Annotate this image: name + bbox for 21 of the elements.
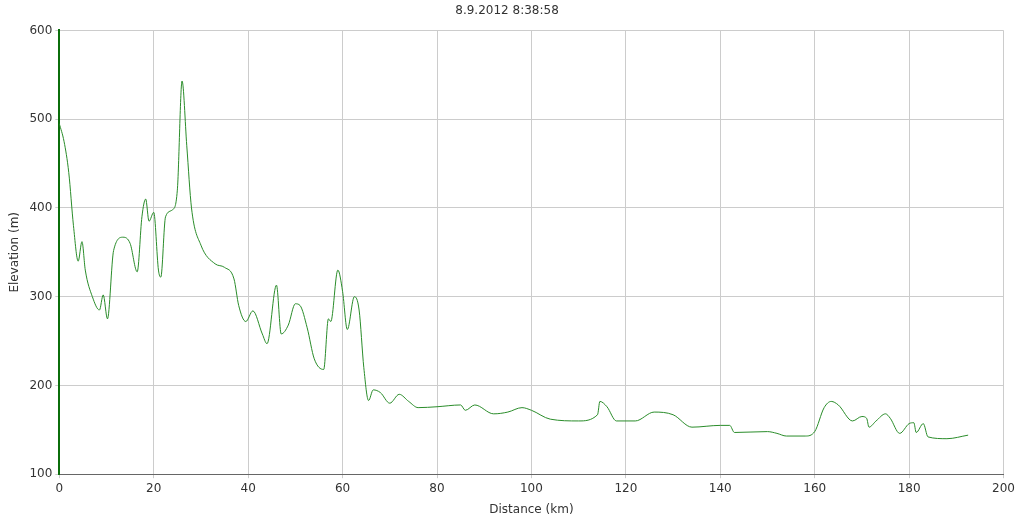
y-tick-label: 300	[29, 288, 53, 303]
x-tick-label: 40	[240, 480, 256, 495]
y-tick-label: 100	[29, 466, 53, 481]
x-tick-label: 60	[334, 480, 351, 495]
y-tick-label: 500	[29, 111, 53, 126]
y-tick-label: 600	[29, 22, 53, 37]
x-tick-label: 160	[803, 480, 827, 495]
y-axis-title: Elevation (m)	[7, 212, 22, 293]
x-tick-label: 180	[897, 480, 921, 495]
x-tick-label: 80	[429, 480, 445, 495]
x-tick-label: 100	[519, 480, 543, 495]
x-tick-label: 120	[614, 480, 638, 495]
x-tick-label: 0	[55, 480, 64, 495]
x-tick-label: 140	[708, 480, 732, 495]
y-tick-label: 400	[29, 200, 53, 215]
line-series	[59, 80, 969, 440]
x-axis-title: Distance (km)	[489, 501, 574, 516]
y-tick-label: 200	[29, 377, 53, 392]
x-tick-label: 20	[146, 480, 162, 495]
chart-title: 8.9.2012 8:38:58	[455, 3, 559, 18]
x-tick-label: 200	[992, 480, 1015, 495]
